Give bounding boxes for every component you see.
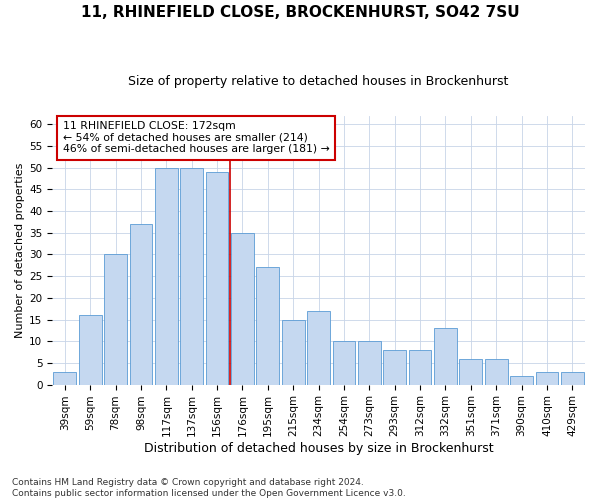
Text: 11 RHINEFIELD CLOSE: 172sqm
← 54% of detached houses are smaller (214)
46% of se: 11 RHINEFIELD CLOSE: 172sqm ← 54% of det…	[63, 121, 329, 154]
Bar	[536, 372, 559, 384]
Bar	[79, 315, 101, 384]
Text: Contains HM Land Registry data © Crown copyright and database right 2024.
Contai: Contains HM Land Registry data © Crown c…	[12, 478, 406, 498]
Bar	[155, 168, 178, 384]
Bar	[282, 320, 305, 384]
Bar	[383, 350, 406, 384]
Bar	[231, 232, 254, 384]
Bar	[256, 268, 279, 384]
Bar	[358, 341, 381, 384]
X-axis label: Distribution of detached houses by size in Brockenhurst: Distribution of detached houses by size …	[144, 442, 493, 455]
Text: 11, RHINEFIELD CLOSE, BROCKENHURST, SO42 7SU: 11, RHINEFIELD CLOSE, BROCKENHURST, SO42…	[80, 5, 520, 20]
Bar	[485, 358, 508, 384]
Bar	[130, 224, 152, 384]
Bar	[434, 328, 457, 384]
Bar	[206, 172, 229, 384]
Bar	[561, 372, 584, 384]
Bar	[307, 311, 330, 384]
Bar	[409, 350, 431, 384]
Bar	[53, 372, 76, 384]
Bar	[332, 341, 355, 384]
Bar	[180, 168, 203, 384]
Bar	[460, 358, 482, 384]
Title: Size of property relative to detached houses in Brockenhurst: Size of property relative to detached ho…	[128, 75, 509, 88]
Bar	[104, 254, 127, 384]
Y-axis label: Number of detached properties: Number of detached properties	[15, 162, 25, 338]
Bar	[510, 376, 533, 384]
